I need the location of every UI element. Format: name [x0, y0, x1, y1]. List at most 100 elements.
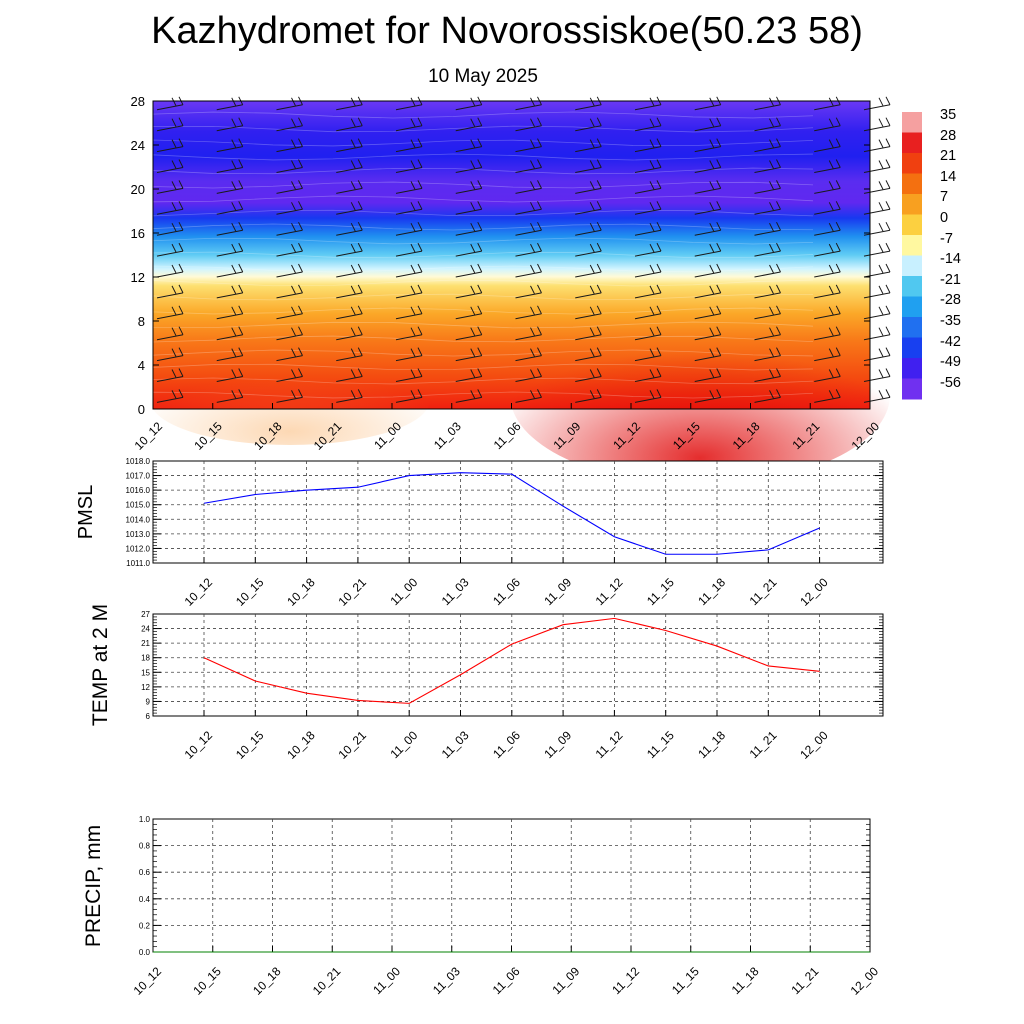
wind-barb — [515, 242, 542, 257]
x-tick-label: 11_21 — [789, 964, 822, 997]
wind-barb — [276, 117, 303, 132]
x-tick-label: 10_15 — [233, 728, 267, 762]
wind-barb — [156, 347, 184, 362]
contour-line — [152, 307, 814, 315]
x-tick-label: 10_21 — [336, 728, 370, 762]
x-tick-label: 12_00 — [797, 728, 831, 762]
wind-barb — [455, 368, 483, 382]
wind-barb — [634, 201, 662, 215]
wind-barb — [395, 368, 423, 382]
colorbar-swatch — [902, 132, 922, 154]
colorbar-label: -14 — [940, 251, 961, 268]
y-tick-label: 12 — [141, 683, 150, 692]
y-tick-label: 6 — [146, 712, 151, 721]
x-tick-label: 10_21 — [336, 575, 370, 609]
wind-barb — [575, 284, 602, 299]
heatmap-y-tick-label: 28 — [131, 94, 145, 109]
x-tick-label: 10_18 — [284, 728, 318, 762]
x-tick-label: 11_06 — [490, 728, 523, 761]
contour-line — [152, 111, 814, 119]
wind-barb — [694, 117, 722, 132]
x-tick-label: 11_06 — [490, 964, 523, 997]
wind-barb — [216, 201, 244, 215]
wind-barb — [455, 159, 483, 173]
x-tick-label: 11_03 — [439, 728, 472, 761]
wind-barb — [156, 201, 184, 215]
contour-line — [152, 153, 814, 161]
heatmap-y-tick-label: 20 — [131, 182, 145, 197]
x-tick-label: 10_21 — [310, 964, 344, 998]
wind-barb — [395, 389, 423, 403]
wind-barb — [336, 221, 363, 236]
wind-barb — [395, 117, 423, 132]
wind-barb — [515, 138, 542, 153]
wind-barb — [863, 242, 891, 257]
line-panel: 6 9 12 15 18 21 24 27 10_12 10_15 10_18 10_21 11_00 1… — [89, 604, 884, 762]
colorbar-label: 14 — [940, 168, 957, 185]
wind-barb — [863, 389, 891, 403]
wind-barb — [276, 368, 303, 382]
x-tick-label: 11_21 — [747, 575, 780, 608]
wind-barb — [455, 347, 483, 362]
wind-barb — [156, 263, 184, 278]
wind-barb — [156, 159, 184, 173]
wind-barb — [216, 221, 244, 236]
wind-barb — [575, 326, 602, 341]
wind-barb — [395, 284, 423, 299]
wind-barb — [515, 284, 542, 299]
colorbar-swatch — [902, 173, 922, 195]
colorbar-label: 28 — [940, 127, 957, 144]
wind-barb — [336, 138, 363, 153]
y-tick-label: 0.6 — [139, 868, 151, 877]
wind-barb — [216, 263, 244, 278]
x-tick-label: 11_09 — [541, 728, 574, 761]
wind-barb — [754, 284, 781, 299]
colorbar-label: -7 — [940, 230, 953, 247]
x-tick-label: 11_12 — [609, 964, 642, 997]
wind-barb — [694, 389, 722, 403]
wind-barb — [276, 180, 303, 194]
wind-barb — [515, 117, 542, 132]
wind-barb — [634, 242, 662, 257]
contour-line — [152, 293, 814, 301]
line-panel: 0.0 0.2 0.4 0.6 0.8 1.0 10_12 10_15 10_18 10_21 11… — [82, 815, 881, 998]
wind-barb — [515, 347, 542, 362]
y-tick-label: 0.8 — [139, 842, 151, 851]
contour-line — [152, 167, 814, 175]
page-subtitle: 10 May 2025 — [428, 66, 538, 87]
wind-barb — [694, 138, 722, 153]
y-tick-label: 1018.0 — [126, 457, 151, 466]
wind-barb — [863, 96, 891, 111]
wind-barb — [575, 389, 602, 403]
x-tick-label: 11_18 — [695, 728, 728, 761]
wind-barb — [455, 138, 483, 153]
wind-barb — [455, 389, 483, 403]
wind-barb — [336, 159, 363, 173]
wind-barb — [694, 305, 722, 320]
wind-barb — [455, 263, 483, 278]
contour-line — [152, 195, 814, 203]
wind-barb — [863, 326, 891, 341]
y-tick-label: 24 — [141, 625, 150, 634]
x-tick-label: 11_15 — [644, 575, 677, 608]
heatmap-y-tick-label: 24 — [131, 138, 145, 153]
wind-barb — [276, 347, 303, 362]
contour-line — [152, 125, 814, 133]
wind-barb — [694, 326, 722, 341]
wind-barb — [694, 284, 722, 299]
wind-barb — [754, 138, 781, 153]
wind-barb — [216, 180, 244, 194]
wind-barb — [814, 221, 841, 236]
wind-barb — [863, 284, 891, 299]
y-tick-label: 27 — [141, 610, 150, 619]
wind-barb — [814, 347, 841, 362]
wind-barb — [634, 263, 662, 278]
wind-barb — [863, 263, 891, 278]
colorbar-label: -42 — [940, 333, 961, 350]
contour-line — [152, 391, 814, 399]
wind-barb — [634, 159, 662, 173]
x-tick-label: 10_18 — [250, 964, 284, 998]
wind-barb — [694, 263, 722, 278]
wind-barb — [395, 201, 423, 215]
heatmap-x-tick-label: 11_06 — [491, 419, 524, 452]
